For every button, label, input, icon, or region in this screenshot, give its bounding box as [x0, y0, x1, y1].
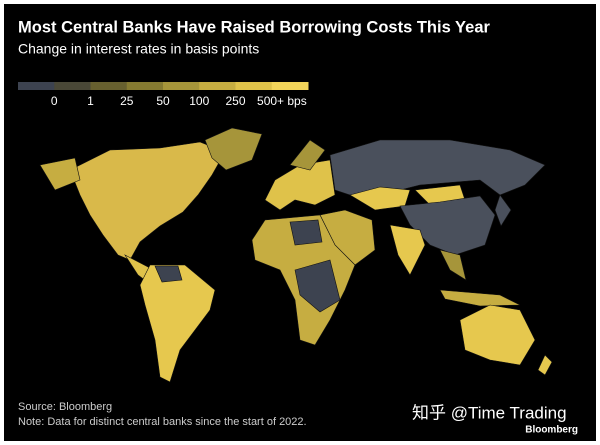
legend-label: 500+ bps: [257, 94, 307, 108]
legend-swatch: [235, 82, 273, 90]
scandinavia: [289, 139, 326, 171]
indonesia: [439, 289, 521, 307]
kazakhstan: [349, 186, 411, 211]
north-america: [69, 141, 226, 261]
new-zealand: [537, 354, 553, 376]
legend-swatch: [90, 82, 128, 90]
north-africa: [289, 219, 323, 246]
legend-label: 100: [189, 94, 209, 108]
world-map: [39, 127, 553, 383]
source: Source: Bloomberg: [18, 401, 112, 413]
logo: Bloomberg: [525, 425, 578, 436]
legend-swatch: [54, 82, 91, 90]
legend-swatch: [271, 82, 309, 90]
note: Note: Data for distinct central banks si…: [18, 416, 307, 428]
legend-swatch: [18, 82, 55, 90]
central-africa: [294, 259, 341, 313]
alaska: [39, 157, 81, 191]
legend-label: 0: [51, 94, 58, 108]
japan: [494, 194, 512, 227]
title: Most Central Banks Have Raised Borrowing…: [18, 18, 490, 36]
legend-swatch: [163, 82, 200, 90]
europe: [264, 159, 336, 211]
southeast-asia: [439, 249, 467, 281]
legend-label: 1: [87, 94, 94, 108]
legend-swatch: [199, 82, 236, 90]
australia: [459, 304, 536, 366]
legend: 0 1 25 50 100 250 500+ bps: [18, 82, 309, 108]
legend-label: 50: [156, 94, 170, 108]
south-america: [139, 264, 216, 383]
venezuela: [154, 265, 183, 283]
watermark: 知乎 @Time Trading: [412, 403, 567, 422]
legend-label: 25: [120, 94, 134, 108]
greenland: [204, 127, 263, 171]
legend-swatch: [126, 82, 164, 90]
legend-label: 250: [225, 94, 245, 108]
india: [389, 224, 426, 276]
subtitle: Change in interest rates in basis points: [18, 41, 259, 57]
